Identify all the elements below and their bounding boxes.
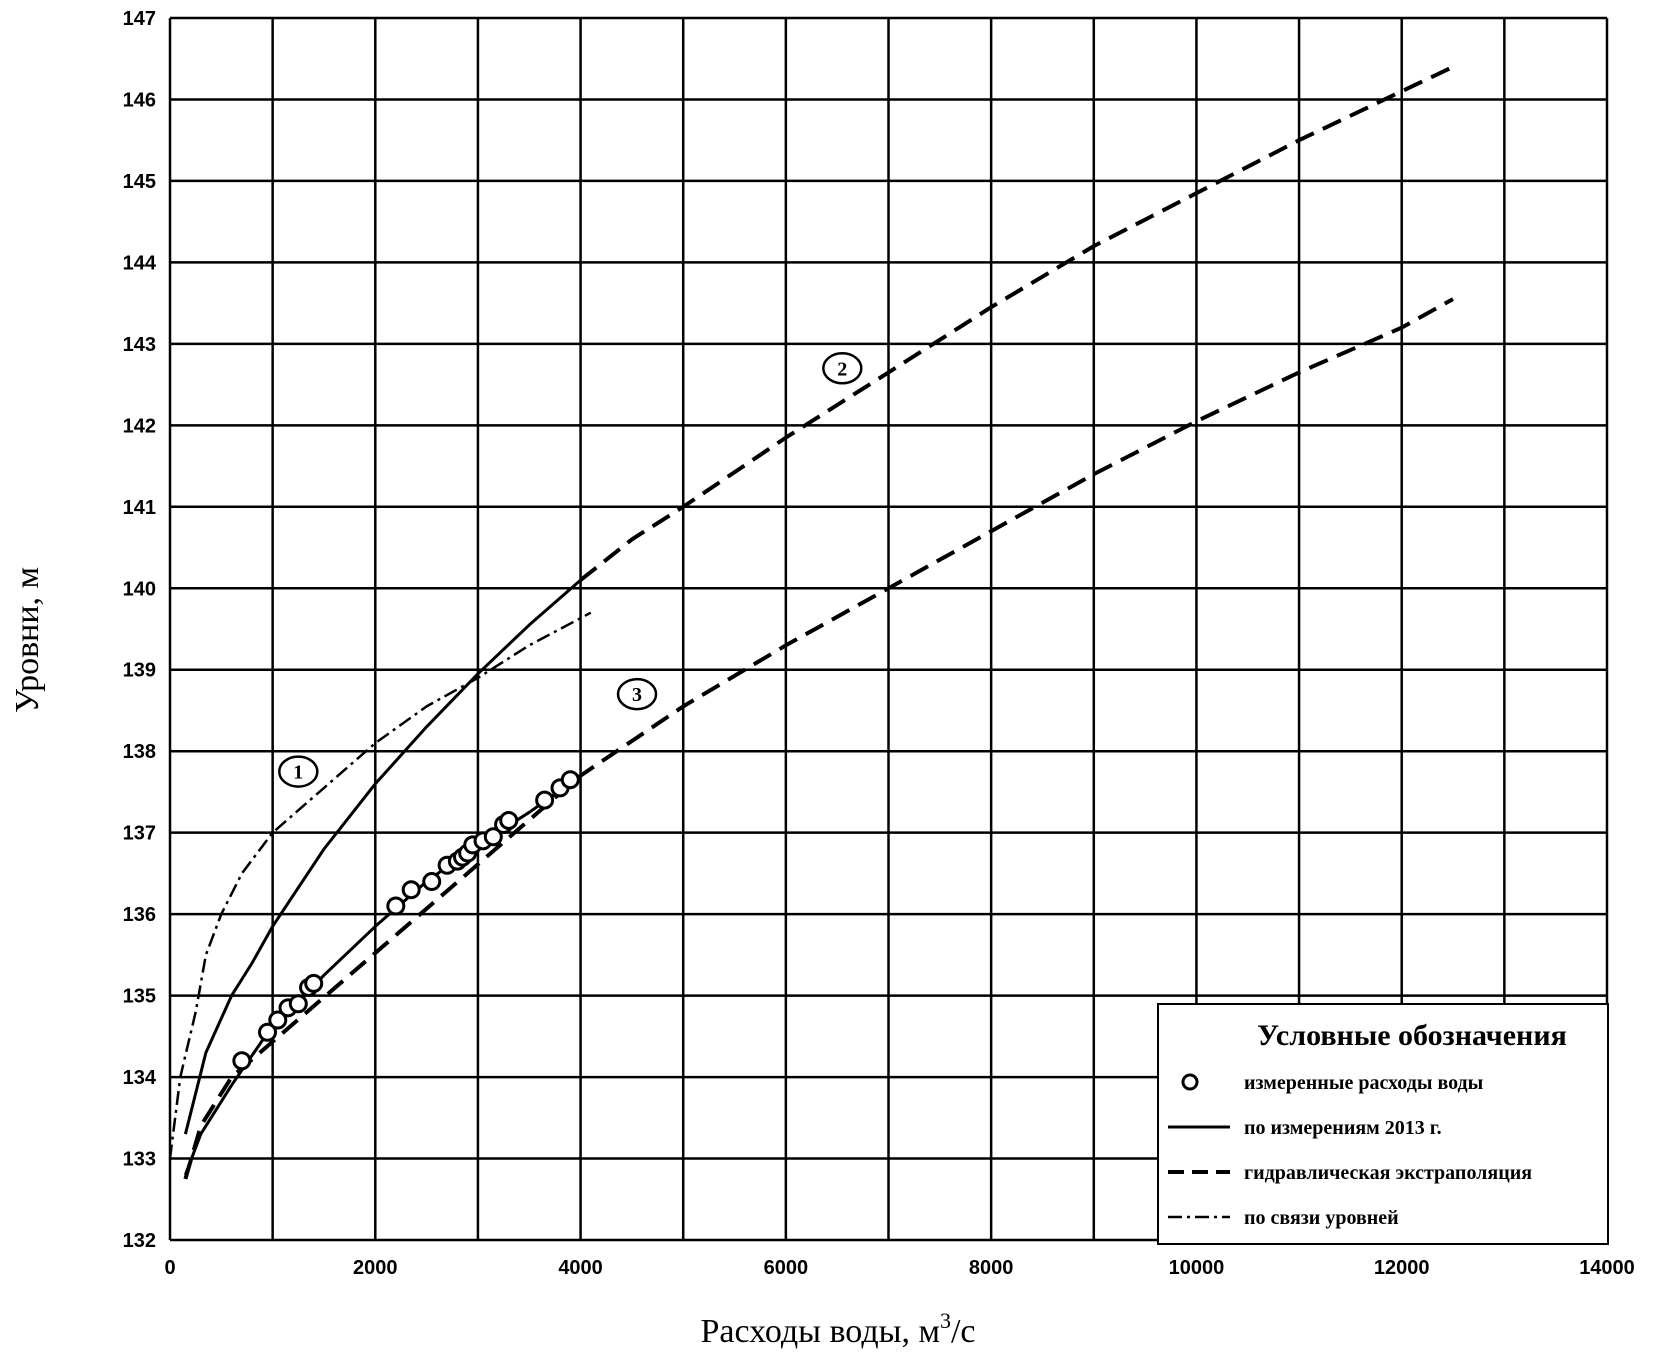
y-tick-label: 136 — [123, 904, 156, 926]
y-tick-label: 147 — [123, 8, 156, 30]
curve-label: 2 — [837, 358, 847, 380]
measured-point — [560, 770, 580, 790]
x-tick-label: 14000 — [1579, 1257, 1635, 1279]
y-tick-label: 146 — [123, 89, 156, 111]
legend-label: по измерениям 2013 г. — [1244, 1117, 1442, 1139]
measured-point — [422, 872, 442, 892]
x-tick-label: 6000 — [764, 1257, 809, 1279]
measured-point — [304, 973, 324, 993]
y-tick-label: 144 — [123, 252, 157, 274]
curve-label-circle — [822, 352, 863, 385]
x-axis-title-sup: 3 — [940, 1308, 951, 1333]
y-tick-label: 140 — [123, 578, 156, 600]
measured-point — [258, 1022, 278, 1042]
x-tick-label: 2000 — [353, 1257, 398, 1279]
x-tick-label: 0 — [164, 1257, 175, 1279]
y-tick-label: 134 — [123, 1067, 157, 1089]
y-tick-label: 139 — [123, 660, 156, 682]
series-line-solid — [183, 578, 582, 1135]
y-tick-label: 143 — [123, 334, 156, 356]
tick-labels: 0 2000 4000 6000 8000 10000 12000 1400013213313… — [123, 8, 1635, 1279]
legend-box — [1157, 1003, 1609, 1245]
legend: Условные обозначения измеренные расходы … — [1157, 1003, 1609, 1245]
measured-point — [288, 994, 308, 1014]
x-axis-title: Расходы воды, м3/с — [700, 1308, 975, 1350]
series-line-dashed — [183, 297, 1454, 1180]
y-tick-label: 138 — [123, 741, 156, 763]
measured-point — [483, 827, 503, 847]
x-tick-label: 4000 — [558, 1257, 603, 1279]
x-axis-title-main: Расходы воды, м — [700, 1313, 940, 1350]
curve-label-circle — [616, 677, 658, 711]
legend-label: по связи уровней — [1244, 1207, 1399, 1229]
y-tick-label: 145 — [123, 171, 156, 193]
series-layer — [168, 65, 1454, 1180]
legend-label: измеренные расходы воды — [1244, 1072, 1484, 1094]
legend-label: гидравлическая экстраполяция — [1244, 1162, 1532, 1184]
legend-marker — [1181, 1073, 1199, 1091]
measured-point — [268, 1010, 288, 1030]
y-tick-label: 141 — [123, 497, 156, 519]
measured-point — [386, 896, 406, 916]
measured-point — [535, 790, 555, 810]
x-tick-label: 12000 — [1374, 1257, 1430, 1279]
measured-point — [401, 880, 421, 900]
series-line-dashdot — [168, 611, 592, 1159]
measured-point — [232, 1051, 252, 1071]
y-tick-label: 137 — [123, 823, 156, 845]
y-tick-label: 133 — [123, 1149, 156, 1171]
curve-label-circle — [278, 755, 319, 788]
y-axis-title: Уровни, м — [9, 567, 46, 713]
legend-entries: измеренные расходы воды по измерениям 201… — [1168, 1072, 1532, 1229]
series-line-dashed — [579, 65, 1454, 582]
y-tick-label: 132 — [123, 1230, 156, 1252]
x-tick-label: 8000 — [969, 1257, 1014, 1279]
y-tick-label: 135 — [123, 986, 156, 1008]
curve-labels: 1 2 3 — [278, 352, 863, 788]
measured-points — [232, 770, 580, 1071]
curve-label: 1 — [293, 762, 303, 784]
legend-title: Условные обозначения — [1257, 1019, 1567, 1052]
y-tick-label: 142 — [123, 415, 156, 437]
x-tick-label: 10000 — [1169, 1257, 1225, 1279]
curve-label: 3 — [632, 684, 642, 706]
x-axis-title-unit: /с — [951, 1313, 976, 1350]
measured-point — [499, 810, 519, 830]
